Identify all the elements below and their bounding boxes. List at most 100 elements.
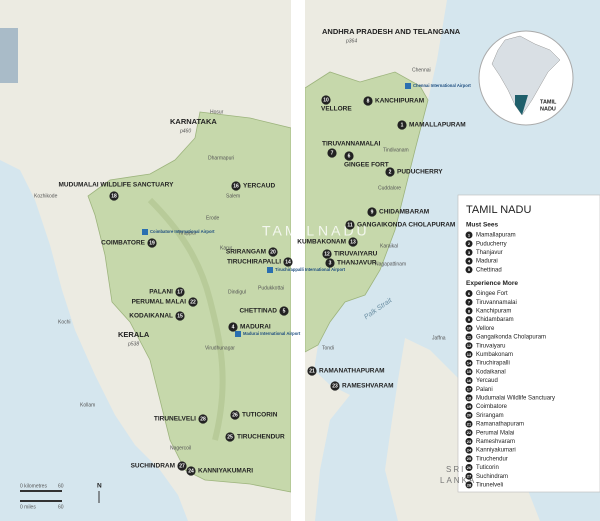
legend-item: Palani xyxy=(476,387,493,393)
town-label: Nagapattinam xyxy=(375,261,406,267)
marker-number: 27 xyxy=(179,464,185,470)
legend-number: 25 xyxy=(467,456,472,461)
marker xyxy=(345,220,355,230)
marker xyxy=(231,181,241,191)
legend-number: 21 xyxy=(467,421,472,426)
legend-number: 16 xyxy=(467,378,472,383)
legend-marker xyxy=(465,437,473,445)
airport-label: Madurai International Airport xyxy=(243,331,301,336)
marker xyxy=(385,167,395,177)
marker-label: CHIDAMBARAM xyxy=(379,209,429,216)
north-label: N xyxy=(97,483,102,490)
legend-marker xyxy=(465,257,473,265)
marker-number: 11 xyxy=(347,223,353,229)
marker-label: TUTICORIN xyxy=(242,412,278,419)
marker xyxy=(322,249,332,259)
legend-item: Suchindram xyxy=(476,474,508,480)
legend-item: Puducherry xyxy=(476,241,507,247)
town-label: Dharmapuri xyxy=(208,155,234,161)
marker-number: 13 xyxy=(350,240,356,246)
legend-marker xyxy=(465,403,473,411)
legend-item: Kanchipuram xyxy=(476,308,511,314)
marker xyxy=(279,306,289,316)
legend-item: Kumbakonam xyxy=(476,352,513,358)
marker-number: 7 xyxy=(331,151,334,157)
legend-marker xyxy=(465,298,473,306)
legend-item: Chettinad xyxy=(476,267,502,273)
town-label: Kollam xyxy=(80,402,95,408)
legend-marker xyxy=(465,394,473,402)
legend-marker xyxy=(465,316,473,324)
town-label: Virudhunagar xyxy=(205,345,235,351)
legend-number: 6 xyxy=(468,291,471,296)
legend-item: Ramanathapuram xyxy=(476,422,524,428)
legend-marker xyxy=(465,342,473,350)
legend-marker xyxy=(465,359,473,367)
marker xyxy=(186,466,196,476)
town-label: Tiruppur xyxy=(178,230,197,236)
legend-marker xyxy=(465,385,473,393)
marker-label: THANJAVUR xyxy=(337,260,377,267)
region-label: ANDHRA PRADESH AND TELANGANA xyxy=(322,27,461,36)
marker-number: 21 xyxy=(309,369,315,375)
marker-number: 12 xyxy=(324,252,330,258)
marker-number: 15 xyxy=(177,314,183,320)
legend-number: 3 xyxy=(468,250,471,255)
marker xyxy=(330,381,340,391)
marker-number: 18 xyxy=(111,194,117,200)
legend-title: TAMIL NADU xyxy=(466,204,531,216)
airport-label: Tiruchirappalli International Airport xyxy=(275,267,346,272)
legend-number: 14 xyxy=(467,360,472,365)
marker-number: 20 xyxy=(270,250,276,256)
marker-number: 4 xyxy=(232,325,235,331)
legend-number: 20 xyxy=(467,413,472,418)
legend-item: Gingee Fort xyxy=(476,291,508,297)
marker xyxy=(268,247,278,257)
legend-number: 1 xyxy=(468,232,471,237)
legend-item: Mudumalai Wildlife Sanctuary xyxy=(476,395,555,401)
marker-number: 6 xyxy=(348,154,351,160)
marker-label: MADURAI xyxy=(240,324,271,331)
marker-label: SRIRANGAM xyxy=(226,249,266,256)
airport-icon xyxy=(267,267,273,273)
marker xyxy=(363,96,373,106)
sea xyxy=(0,160,188,521)
town-label: Hosur xyxy=(210,109,224,115)
marker-label: TIRUCHIRAPALLI xyxy=(227,259,281,266)
legend-marker xyxy=(465,464,473,471)
legend-number: 11 xyxy=(467,334,472,339)
legend-number: 10 xyxy=(467,326,472,331)
inset-label: NADU xyxy=(540,106,556,112)
marker xyxy=(175,287,185,297)
legend-item: Perumal Malai xyxy=(476,430,514,436)
legend-item: Tiruchirapalli xyxy=(476,361,510,367)
legend-marker xyxy=(465,368,473,376)
legend-number: 5 xyxy=(468,267,471,272)
marker-label: COIMBATORE xyxy=(101,240,145,247)
legend-number: 12 xyxy=(467,343,472,348)
marker-label: SUCHINDRAM xyxy=(131,463,175,470)
marker-label: TIRUVAIYARU xyxy=(334,251,378,258)
marker-label: YERCAUD xyxy=(243,183,275,190)
legend-marker xyxy=(465,231,473,239)
town-label: Tondi xyxy=(322,345,334,351)
marker-number: 24 xyxy=(188,469,194,475)
legend-marker xyxy=(465,324,473,332)
marker xyxy=(230,410,240,420)
marker-label: RAMANATHAPURAM xyxy=(319,368,385,375)
marker-label: MUDUMALAI WILDLIFE SANCTUARY xyxy=(59,182,175,189)
marker-number: 19 xyxy=(149,241,155,247)
legend-item: Kodaikanal xyxy=(476,369,506,375)
marker xyxy=(327,148,337,158)
legend-number: 8 xyxy=(468,308,471,313)
legend-number: 19 xyxy=(467,404,472,409)
town-label: Erode xyxy=(206,215,220,221)
legend-number: 23 xyxy=(467,439,472,444)
legend-marker xyxy=(465,248,473,256)
legend-number: 9 xyxy=(468,317,471,322)
marker-number: 26 xyxy=(232,413,238,419)
marker xyxy=(283,257,293,267)
town-label: Cuddalore xyxy=(378,185,401,191)
marker xyxy=(321,95,331,105)
